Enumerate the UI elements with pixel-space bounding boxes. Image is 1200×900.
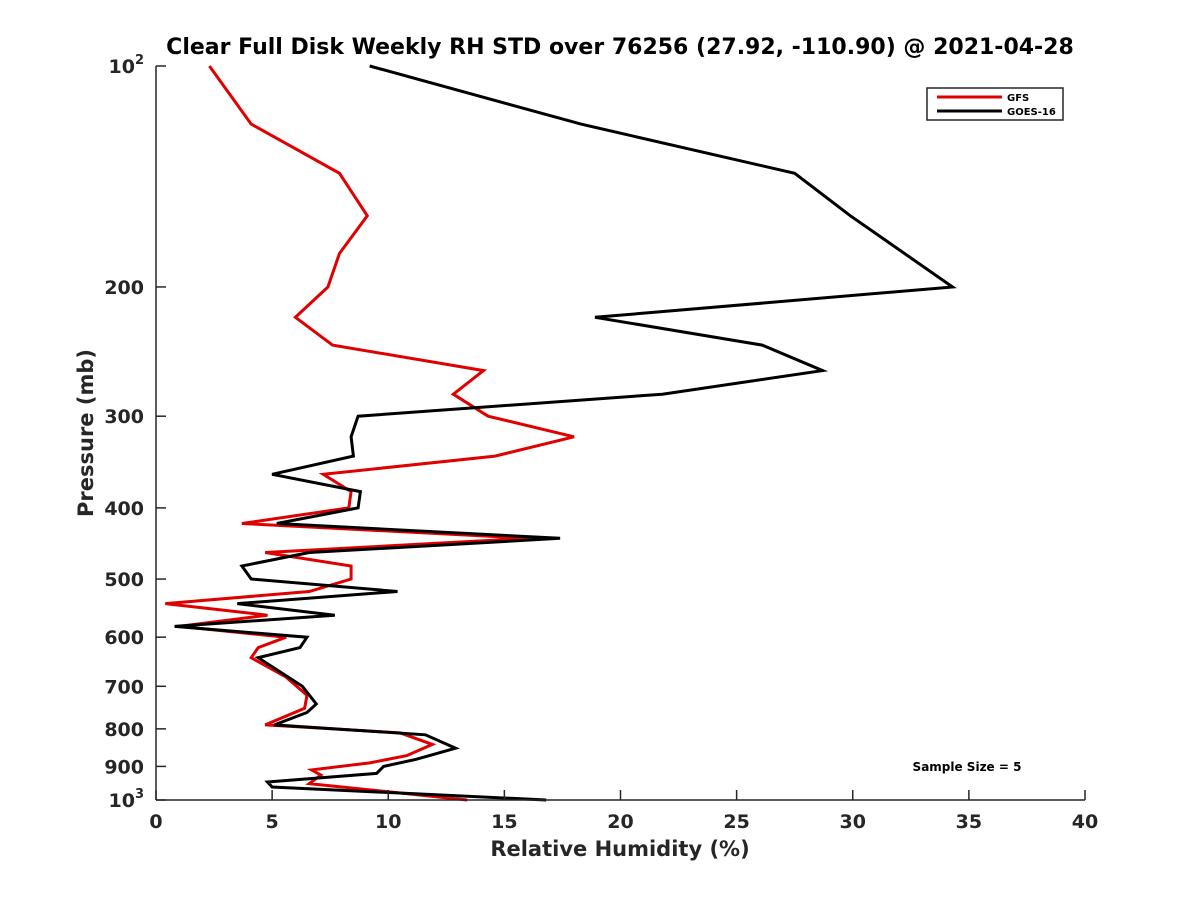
y-tick-label: 700 (104, 676, 144, 698)
y-tick-label: 800 (104, 719, 144, 741)
y-tick-label: 102 (109, 53, 145, 78)
x-tick-label: 15 (491, 811, 517, 833)
y-tick-label: 300 (104, 406, 144, 428)
x-tick-label: 5 (266, 811, 279, 833)
x-tick-label: 35 (956, 811, 982, 833)
y-axis-label: Pressure (mb) (74, 349, 98, 517)
y-tick-label: 900 (104, 756, 144, 778)
x-tick-label: 20 (607, 811, 633, 833)
legend-label-gfs: GFS (1007, 93, 1029, 104)
series-line-goes16 (174, 64, 957, 802)
y-tick-label: 500 (104, 569, 144, 591)
axes (155, 66, 1085, 801)
x-tick-label: 40 (1072, 811, 1098, 833)
x-axis-label: Relative Humidity (%) (490, 837, 749, 861)
chart-title: Clear Full Disk Weekly RH STD over 76256… (166, 35, 1074, 60)
x-tick-label: 0 (149, 811, 162, 833)
x-tick-label: 10 (375, 811, 401, 833)
x-tick-label: 25 (723, 811, 749, 833)
y-tick-label: 200 (104, 277, 144, 299)
legend-label-goes16: GOES-16 (1007, 107, 1056, 118)
y-tick-label: 103 (109, 787, 145, 812)
y-ticks: 102 200 300 400 500 600 700 800 900 103 (104, 53, 166, 812)
x-ticks: 0 5 10 15 20 25 30 35 40 (149, 790, 1098, 833)
series-line-gfs (165, 65, 575, 802)
sample-size-annotation: Sample Size = 5 (913, 760, 1022, 774)
legend-box (926, 87, 1064, 121)
y-tick-label: 400 (104, 498, 144, 520)
y-tick-label: 600 (104, 627, 144, 649)
legend: GFS GOES-16 (926, 87, 1064, 121)
x-tick-label: 30 (840, 811, 866, 833)
plot-lines (165, 64, 957, 802)
